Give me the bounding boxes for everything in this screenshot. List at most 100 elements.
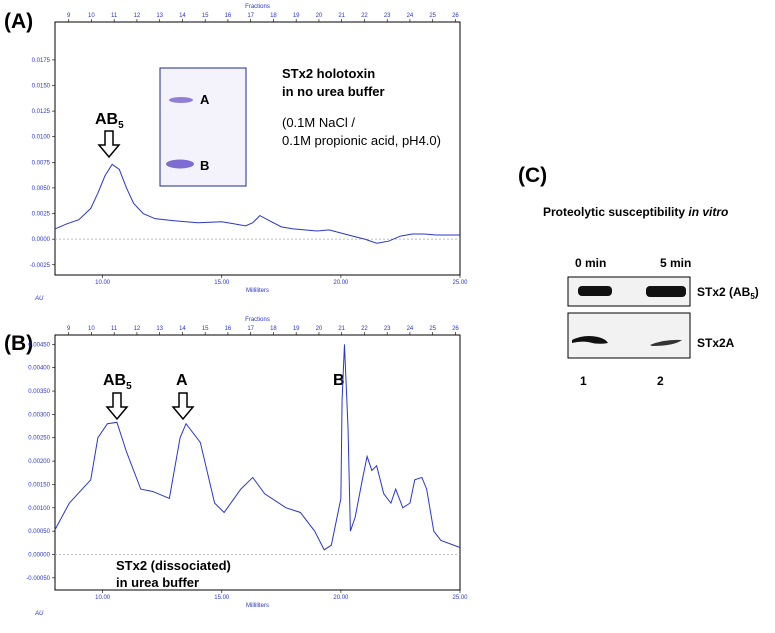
annotation: (0.1M NaCl / [282, 115, 355, 130]
annotation: STx2 holotoxin [282, 66, 375, 81]
peak-label: AB5 [103, 372, 132, 392]
y-tick-label: 0.00050 [28, 529, 50, 535]
y-tick-label: 0.00150 [28, 482, 50, 488]
y-tick-label: 0.0100 [32, 135, 51, 141]
x-axis-label: Milliliters [246, 603, 269, 609]
annotation: 0.1M propionic acid, pH4.0) [282, 133, 441, 148]
panel-label: (B) [4, 332, 33, 355]
x2-tick-label: 25 [429, 13, 436, 19]
blot-band [572, 336, 608, 344]
y-tick-label: 0.0000 [32, 237, 51, 243]
x2-tick-label: 11 [111, 13, 118, 19]
row-label-sub: 5 [750, 292, 755, 301]
gel-label: B [200, 158, 209, 173]
x-tick-label: 25.00 [452, 595, 468, 601]
peak-label: A [176, 372, 188, 389]
y-tick-label: 0.00250 [28, 436, 50, 442]
x2-tick-label: 9 [67, 326, 71, 332]
row-label: STx2A [697, 336, 735, 350]
y-tick-label: 0.0125 [32, 109, 51, 115]
plot-frame [54, 21, 461, 276]
panel-label: (A) [4, 10, 33, 33]
gel-band [169, 97, 193, 103]
arrow [105, 392, 129, 421]
x2-tick-label: 19 [293, 326, 300, 332]
x2-axis-label: Fractions [245, 317, 270, 323]
y-tick-label: 0.0025 [32, 212, 51, 218]
x-tick-label: 25.00 [452, 280, 468, 286]
y-tick-label: 0.00000 [28, 553, 50, 559]
row-label: STx2 (AB5) [697, 285, 759, 301]
blot-band [578, 286, 612, 296]
y-tick-label: 0.00400 [28, 366, 50, 372]
y-tick-label: 0.0075 [32, 160, 51, 166]
x-tick-label: 10.00 [95, 280, 111, 286]
annotation: STx2 (dissociated) [116, 558, 231, 573]
panel-title: Proteolytic susceptibility in vitro [543, 205, 728, 219]
x-tick-label: 20.00 [333, 280, 349, 286]
peak-label-text: AB [103, 372, 126, 389]
lane-label: 0 min [575, 256, 606, 270]
peak-label-sub: 5 [126, 381, 132, 392]
x2-tick-label: 20 [316, 326, 323, 332]
x2-tick-label: 9 [67, 13, 71, 19]
y-tick-label: 0.00200 [28, 459, 50, 465]
y-axis-label: AU [34, 611, 44, 617]
x2-tick-label: 23 [384, 326, 391, 332]
x2-tick-label: 26 [452, 13, 459, 19]
y-axis-label: AU [34, 296, 44, 302]
x2-tick-label: 16 [225, 13, 232, 19]
y-tick-label: 0.00100 [28, 506, 50, 512]
x2-tick-label: 14 [179, 326, 186, 332]
x2-tick-label: 24 [407, 13, 414, 19]
x2-tick-label: 25 [429, 326, 436, 332]
lane-label: 5 min [660, 256, 691, 270]
x2-tick-label: 22 [361, 326, 368, 332]
blot-band [650, 339, 682, 346]
peak-label: AB5 [95, 111, 124, 131]
gel-band [166, 159, 194, 169]
y-tick-label: 0.0050 [32, 186, 51, 192]
plot-frame [54, 334, 461, 591]
x2-tick-label: 23 [384, 13, 391, 19]
x-tick-label: 10.00 [95, 595, 111, 601]
x2-tick-label: 19 [293, 13, 300, 19]
x2-tick-label: 21 [338, 326, 345, 332]
x2-tick-label: 12 [134, 13, 141, 19]
x2-tick-label: 12 [134, 326, 141, 332]
arrow [171, 392, 195, 421]
x2-tick-label: 16 [225, 326, 232, 332]
y-tick-label: 0.00300 [28, 412, 50, 418]
title-text: Proteolytic susceptibility [543, 205, 688, 219]
peak-label-sub: 5 [118, 120, 124, 131]
x2-tick-label: 13 [156, 13, 163, 19]
x-tick-label: 15.00 [214, 595, 230, 601]
y-tick-label: 0.00450 [28, 342, 50, 348]
x2-tick-label: 17 [247, 13, 254, 19]
blot [567, 312, 691, 359]
peak-label-text: AB [95, 111, 118, 128]
gel-label: A [200, 92, 210, 107]
x-tick-label: 15.00 [214, 280, 230, 286]
y-tick-label: 0.0175 [32, 58, 51, 64]
x-tick-label: 20.00 [333, 595, 349, 601]
row-label-end: ) [755, 285, 759, 299]
x2-tick-label: 10 [88, 326, 95, 332]
arrow [97, 130, 121, 159]
x2-tick-label: 15 [202, 13, 209, 19]
x2-tick-label: 22 [361, 13, 368, 19]
x2-tick-label: 18 [270, 13, 277, 19]
annotation: in no urea buffer [282, 84, 385, 99]
x2-tick-label: 10 [88, 13, 95, 19]
x2-tick-label: 26 [452, 326, 459, 332]
y-tick-label: -0.0025 [30, 263, 51, 269]
x2-tick-label: 21 [338, 13, 345, 19]
x2-tick-label: 20 [316, 13, 323, 19]
x2-tick-label: 24 [407, 326, 414, 332]
x2-tick-label: 11 [111, 326, 118, 332]
blot-band [646, 286, 686, 297]
lane-number: 1 [580, 374, 587, 388]
x2-tick-label: 15 [202, 326, 209, 332]
chromatogram-line [54, 344, 461, 551]
